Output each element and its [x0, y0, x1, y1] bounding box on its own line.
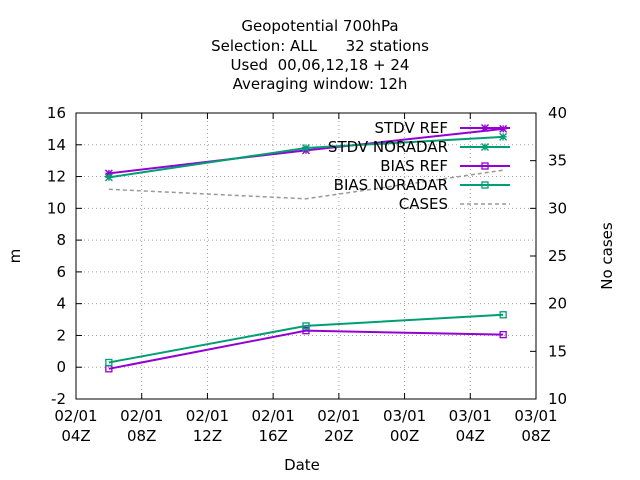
series-line-bias-noradar: [108, 313, 504, 364]
x-tick-label-hour: 08Z: [127, 427, 156, 445]
data-point-square: [105, 358, 113, 367]
series-line-bias-ref: [108, 329, 504, 370]
y-tick-label: 14: [47, 136, 66, 154]
data-point-asterisk: [302, 143, 310, 152]
x-tick-label-date: 03/01: [383, 407, 426, 425]
data-point-asterisk: [481, 124, 489, 132]
x-tick-label-hour: 04Z: [61, 427, 90, 445]
series-line-cases: [108, 169, 504, 200]
x-tick-label-hour: 00Z: [390, 427, 419, 445]
data-point-asterisk: [104, 173, 113, 182]
legend-label: STDV REF: [374, 119, 448, 137]
y-tick-label: 6: [56, 263, 66, 281]
y-tick-label: 10: [47, 199, 66, 217]
y-tick-label: -2: [51, 390, 66, 408]
asterisk-stroke: [104, 173, 113, 182]
y2-tick-label: 15: [548, 342, 567, 360]
data-point-square: [481, 162, 489, 170]
chart-title-line-3: Used 00,06,12,18 + 24: [230, 56, 410, 74]
x-axis-label: Date: [284, 456, 320, 474]
y-tick-label: 16: [47, 104, 66, 122]
series-cases: [108, 169, 504, 200]
legend-item-stdv-noradar: STDV NORADAR: [328, 138, 510, 156]
y2-tick-label: 40: [548, 104, 567, 122]
x-tick-label-hour: 04Z: [456, 427, 485, 445]
series-bias-ref: [105, 327, 507, 373]
x-tick-label-date: 02/01: [317, 407, 360, 425]
chart-title-line-4: Averaging window: 12h: [232, 75, 408, 93]
x-tick-label-hour: 16Z: [258, 427, 287, 445]
grid: [76, 113, 536, 399]
chart-title-line-2: Selection: ALL 32 stations: [211, 37, 429, 55]
y2-tick-label: 20: [548, 295, 567, 313]
y-tick-label: 12: [47, 168, 66, 186]
asterisk-stroke: [481, 124, 489, 132]
legend-item-bias-noradar: BIAS NORADAR: [334, 176, 510, 194]
legend-label: BIAS NORADAR: [334, 176, 448, 194]
x-tick-label-date: 02/01: [54, 407, 97, 425]
asterisk-stroke: [499, 132, 508, 141]
x-tick-label-hour: 20Z: [324, 427, 353, 445]
data-point-square: [302, 327, 310, 335]
data-point-asterisk: [499, 132, 508, 141]
data-point-asterisk: [481, 143, 489, 151]
y-tick-label: 4: [56, 295, 66, 313]
data-series: [104, 124, 508, 373]
y-tick-label: 2: [56, 326, 66, 344]
series-stdv-noradar: [104, 132, 508, 182]
legend-item-bias-ref: BIAS REF: [380, 157, 510, 175]
y2-axis-label: No cases: [598, 222, 616, 290]
y-axis-label: m: [6, 249, 24, 264]
y2-tick-label: 35: [548, 152, 567, 170]
data-point-square: [499, 330, 507, 339]
x-tick-label-date: 02/01: [186, 407, 229, 425]
data-point-square: [302, 322, 310, 330]
x-tick-label-hour: 08Z: [521, 427, 550, 445]
data-point-square: [499, 311, 507, 319]
series-bias-noradar: [105, 311, 507, 367]
x-tick-label-date: 02/01: [252, 407, 295, 425]
x-tick-label-date: 03/01: [514, 407, 557, 425]
y-tick-label: 8: [56, 231, 66, 249]
y-tick-label: 0: [56, 358, 66, 376]
y2-tick-label: 10: [548, 390, 567, 408]
chart-title-line-1: Geopotential 700hPa: [241, 17, 399, 35]
y2-tick-label: 30: [548, 199, 567, 217]
legend-item-stdv-ref: STDV REF: [374, 119, 510, 137]
asterisk-stroke: [302, 143, 310, 152]
x-tick-label-date: 03/01: [449, 407, 492, 425]
x-tick-label-hour: 12Z: [193, 427, 222, 445]
legend-item-cases: CASES: [399, 195, 510, 213]
data-point-square: [481, 181, 489, 189]
axes: -2 0 2 4 6 8 10 12 14 16 10 15 20 25 30 35 40 02/01 04Z 02/…: [47, 104, 567, 445]
y2-tick-label: 25: [548, 247, 567, 265]
legend-label: CASES: [399, 195, 448, 213]
legend-label: STDV NORADAR: [328, 138, 448, 156]
legend-label: BIAS REF: [380, 157, 448, 175]
asterisk-stroke: [481, 143, 489, 151]
x-tick-label-date: 02/01: [120, 407, 163, 425]
